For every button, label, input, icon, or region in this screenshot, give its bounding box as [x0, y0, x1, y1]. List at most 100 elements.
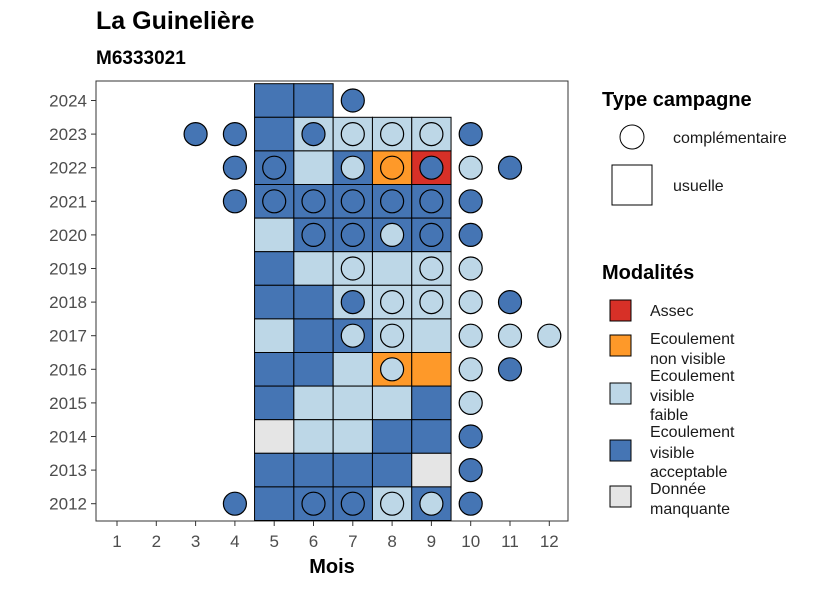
point-2013-10: [458, 458, 483, 483]
tile-2016-6: [293, 352, 334, 387]
point-2023-6: [301, 122, 326, 147]
point-2023-9: [419, 122, 444, 147]
tile-2013-6: [293, 452, 334, 488]
tile-2015-5: [254, 385, 295, 421]
legend-type-campagne: Type campagne complémentaire usuelle: [602, 89, 787, 206]
point-2018-9: [419, 290, 444, 315]
x-tick-label: 7: [348, 532, 357, 551]
point-2021-4: [222, 189, 247, 214]
legend-label-ecoulement_non_visible: Ecoulement: [650, 331, 735, 348]
point-2023-8: [380, 122, 405, 147]
legend-type-title: Type campagne: [602, 89, 752, 111]
point-2012-6: [301, 491, 326, 516]
tile-2014-8: [371, 419, 413, 454]
point-2016-10: [458, 357, 483, 382]
tile-2018-6: [293, 284, 334, 320]
y-tick-label: 2020: [49, 226, 87, 245]
point-2016-8: [380, 357, 405, 382]
tile-2014-9: [411, 419, 452, 454]
legend-swatch-ecoulement_visible_acceptable: [609, 439, 632, 462]
point-2022-5: [262, 155, 287, 180]
point-2020-8: [380, 222, 405, 247]
x-tick-label: 4: [230, 532, 239, 551]
y-tick-label: 2021: [49, 192, 87, 211]
legend-swatch-donnee_manquante: [609, 485, 632, 508]
y-axis: 2024 2023 2022 2021 2020 2019 2018 2017 2016 2015…: [49, 92, 96, 514]
legend-modalites-title: Modalités: [602, 262, 694, 284]
legend-swatch-ecoulement_non_visible: [609, 334, 632, 357]
y-tick-label: 2024: [49, 92, 87, 111]
legend-label-donnee_manquante: manquante: [650, 501, 730, 518]
tile-2019-8: [371, 251, 413, 286]
tile-2016-9: [411, 352, 452, 387]
point-2018-8: [380, 290, 405, 315]
x-tick-label: 10: [461, 532, 480, 551]
point-2015-10: [458, 390, 483, 415]
chart-subtitle: M6333021: [96, 48, 186, 69]
legend-label-ecoulement_visible_acceptable: acceptable: [650, 464, 727, 481]
point-2019-10: [458, 256, 483, 281]
y-tick-label: 2023: [49, 125, 87, 144]
tile-2015-9: [411, 385, 452, 421]
legend-type-complementaire-label: complémentaire: [673, 130, 787, 147]
x-tick-label: 5: [269, 532, 278, 551]
tile-2024-6: [293, 83, 334, 118]
legend-label-ecoulement_visible_acceptable: visible: [650, 445, 695, 462]
legend-label-ecoulement_non_visible: non visible: [650, 351, 726, 368]
point-2017-12: [537, 323, 562, 348]
point-2022-7: [340, 155, 365, 180]
tile-2013-9: [411, 452, 452, 488]
tile-2017-5: [254, 318, 295, 353]
legend-label-donnee_manquante: Donnée: [650, 481, 706, 498]
x-tick-label: 1: [112, 532, 121, 551]
x-tick-label: 3: [191, 532, 200, 551]
point-2021-6: [301, 189, 326, 214]
point-2021-10: [458, 189, 483, 214]
legend-type-usuelle-label: usuelle: [673, 178, 724, 195]
point-2019-7: [340, 256, 365, 281]
legend-label-ecoulement_visible_acceptable: Ecoulement: [650, 424, 735, 441]
y-tick-label: 2013: [49, 461, 87, 480]
y-tick-label: 2012: [49, 495, 87, 514]
point-2017-11: [497, 323, 523, 348]
tile-2017-6: [293, 318, 334, 353]
point-2018-7: [340, 290, 365, 315]
tile-2013-5: [254, 452, 295, 488]
x-axis: 1 2 3 4 5 6 7 8 9 10 11 12: [112, 521, 559, 551]
point-2018-10: [458, 290, 483, 315]
point-2020-7: [340, 222, 365, 247]
legend-label-ecoulement_visible_faible: Ecoulement: [650, 368, 735, 385]
legend-label-ecoulement_visible_faible: visible: [650, 388, 695, 405]
point-2012-4: [222, 491, 247, 516]
tile-2015-8: [371, 385, 413, 421]
tile-2016-7: [332, 352, 373, 387]
legend-swatch-assec: [609, 299, 632, 322]
tile-2022-6: [293, 150, 334, 185]
y-tick-label: 2014: [49, 428, 87, 447]
point-2012-7: [340, 491, 365, 516]
tile-2018-5: [254, 284, 295, 320]
tile-2024-5: [254, 83, 295, 118]
point-2022-11: [497, 155, 523, 180]
point-2023-3: [183, 122, 208, 147]
point-2014-10: [458, 424, 483, 449]
point-2022-10: [458, 155, 483, 180]
point-2016-11: [497, 357, 523, 382]
point-2017-8: [380, 323, 405, 348]
point-2018-11: [497, 290, 523, 315]
point-2021-5: [262, 189, 287, 214]
plot-area: [95, 80, 569, 522]
point-2023-7: [340, 122, 365, 147]
tile-2016-5: [254, 352, 295, 387]
point-2017-10: [458, 323, 483, 348]
point-2012-10: [458, 491, 483, 516]
point-2023-10: [458, 122, 483, 147]
x-tick-label: 2: [152, 532, 161, 551]
tile-2017-9: [411, 318, 452, 353]
legend-label-assec: Assec: [650, 303, 694, 320]
point-2020-9: [419, 222, 444, 247]
point-2021-9: [419, 189, 444, 214]
x-axis-label: Mois: [309, 556, 355, 578]
